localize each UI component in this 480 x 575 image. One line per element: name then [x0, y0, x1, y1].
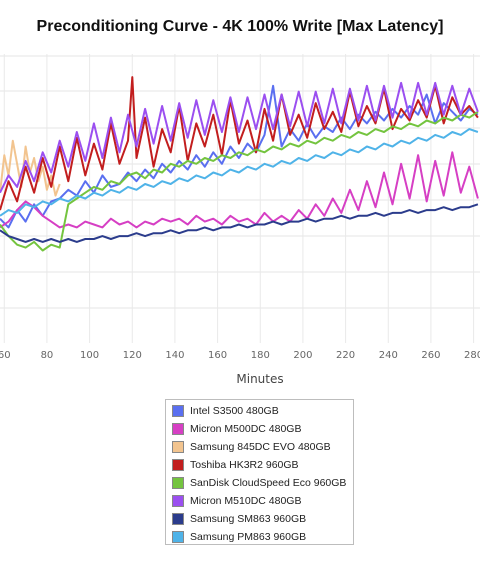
series-line-2 — [0, 151, 479, 229]
series-line-4 — [0, 76, 479, 211]
legend-label: Samsung 845DC EVO 480GB — [190, 441, 331, 453]
series-line-8 — [0, 128, 479, 217]
legend-label: Samsung SM863 960GB — [190, 513, 307, 525]
legend-item: Intel S3500 480GB — [172, 402, 353, 420]
legend-label: SanDisk CloudSpeed Eco 960GB — [190, 477, 347, 489]
legend-swatch — [172, 423, 184, 435]
legend-label: Samsung PM863 960GB — [190, 531, 307, 543]
legend-swatch — [172, 513, 184, 525]
legend-label: Toshiba HK3R2 960GB — [190, 459, 299, 471]
legend-item: Micron M510DC 480GB — [172, 492, 353, 510]
legend-item: Toshiba HK3R2 960GB — [172, 456, 353, 474]
legend-swatch — [172, 495, 184, 507]
x-axis-ticks: 60 80 100 120 140 160 180 200 220 240 260 280 — [0, 350, 480, 361]
legend-swatch — [172, 441, 184, 453]
series-line-7 — [0, 203, 479, 243]
legend-swatch — [172, 477, 184, 489]
legend-item: Samsung SM863 960GB — [172, 510, 353, 528]
x-tick-label: 200 — [293, 350, 312, 361]
x-axis-label: Minutes — [236, 372, 283, 386]
chart-title: Preconditioning Curve - 4K 100% Write [M… — [36, 18, 444, 35]
legend: Intel S3500 480GB Micron M500DC 480GB Sams… — [165, 399, 354, 545]
legend-item: Samsung PM863 960GB — [172, 528, 353, 546]
x-tick-label: 60 — [0, 350, 11, 361]
x-tick-label: 140 — [165, 350, 184, 361]
legend-item: Micron M500DC 480GB — [172, 420, 353, 438]
x-tick-label: 240 — [379, 350, 398, 361]
legend-item: Samsung 845DC EVO 480GB — [172, 438, 353, 456]
legend-label: Micron M500DC 480GB — [190, 423, 302, 435]
x-tick-label: 100 — [80, 350, 99, 361]
x-tick-label: 180 — [251, 350, 270, 361]
legend-swatch — [172, 405, 184, 417]
series-line-6 — [0, 81, 479, 194]
x-tick-label: 260 — [421, 350, 440, 361]
legend-swatch — [172, 459, 184, 471]
x-tick-label: 160 — [208, 350, 227, 361]
legend-swatch — [172, 531, 184, 543]
legend-label: Micron M510DC 480GB — [190, 495, 302, 507]
x-tick-label: 280 — [464, 350, 480, 361]
x-tick-label: 220 — [336, 350, 355, 361]
x-tick-label: 80 — [41, 350, 54, 361]
plot-area — [0, 76, 479, 252]
legend-item: SanDisk CloudSpeed Eco 960GB — [172, 474, 353, 492]
x-tick-label: 120 — [123, 350, 142, 361]
legend-label: Intel S3500 480GB — [190, 405, 279, 417]
